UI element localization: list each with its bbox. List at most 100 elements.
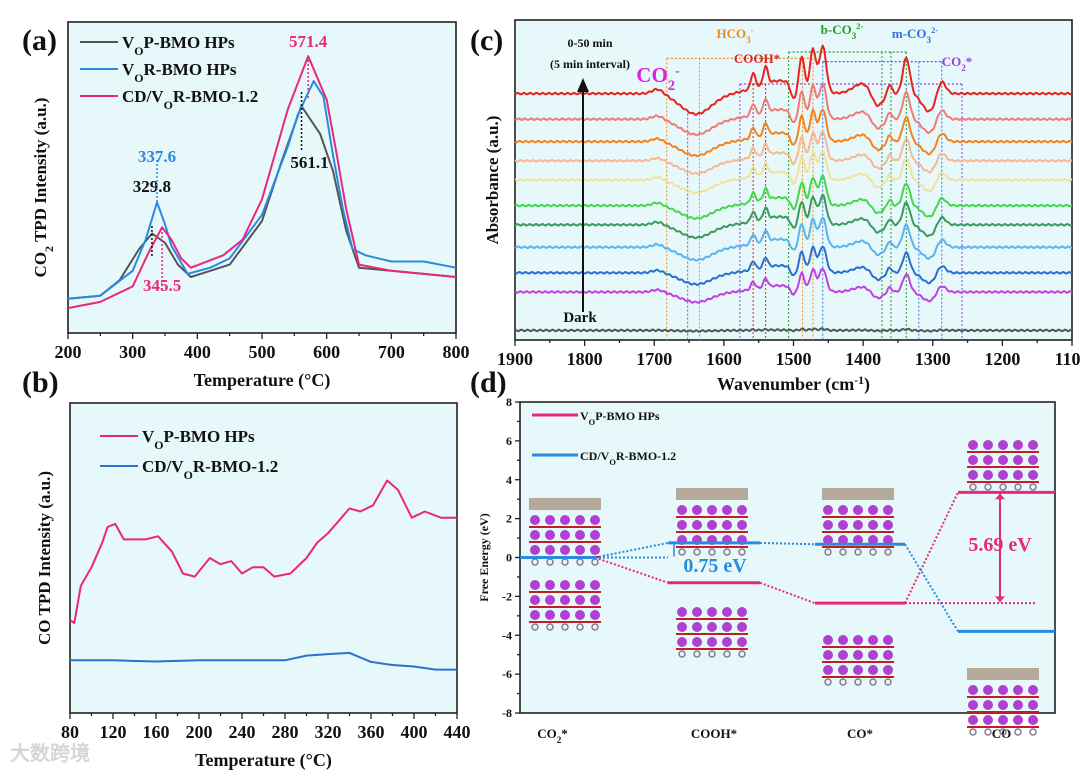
atom (1028, 455, 1038, 465)
atom (853, 665, 863, 675)
band-label: HCO3- (717, 25, 754, 45)
energy-connector (759, 541, 816, 546)
x-tick-label: 1800 (567, 349, 603, 369)
label-part: CD/V (580, 449, 610, 463)
atom (883, 535, 893, 545)
atom (969, 483, 977, 491)
label-part: COOH* (691, 726, 737, 741)
atom (738, 650, 746, 658)
label-part: CO (537, 726, 557, 741)
atom (530, 545, 540, 555)
atom (692, 622, 702, 632)
atom (677, 520, 687, 530)
atom (883, 650, 893, 660)
atom (998, 685, 1008, 695)
atom (1013, 715, 1023, 725)
x-tick-label: 200 (186, 722, 213, 742)
atom (983, 455, 993, 465)
label-part: CO* (847, 726, 873, 741)
label-part: CD/V (122, 87, 164, 106)
atom (575, 545, 585, 555)
label-part: V (580, 409, 589, 423)
y-tick-label: -6 (502, 667, 512, 681)
y-tick-label: -8 (502, 706, 512, 720)
label-part: P-BMO HPs (595, 409, 660, 423)
x-tick-label: 440 (444, 722, 471, 742)
energy-connector (594, 541, 669, 559)
label-part: CO (636, 63, 668, 87)
atom (868, 520, 878, 530)
atom (591, 623, 599, 631)
atom (998, 470, 1008, 480)
spectrum-trace-4 (514, 148, 1073, 195)
atom (999, 728, 1007, 736)
atom (884, 548, 892, 556)
time-range-label: 0-50 min (568, 36, 613, 50)
atom (853, 520, 863, 530)
atom (838, 535, 848, 545)
atom (692, 607, 702, 617)
watermark: 大数跨境 (10, 741, 90, 765)
atom (707, 607, 717, 617)
label-part: TPD Intensity (a.u.) (31, 98, 50, 246)
spectrum-trace-8 (514, 245, 1073, 287)
panel-a-label: (a) (22, 24, 57, 57)
label-part: 3 (746, 35, 751, 45)
atom (722, 505, 732, 515)
x-tick-label: 400 (401, 722, 428, 742)
label-part: Wavenumber (cm (717, 374, 854, 395)
label-part: O (154, 438, 163, 452)
atom (545, 515, 555, 525)
atom (737, 505, 747, 515)
arrow-head-icon (995, 493, 1005, 500)
atom (998, 715, 1008, 725)
atom (854, 548, 862, 556)
atom (560, 515, 570, 525)
label-part: 2- (856, 21, 863, 31)
atom (692, 505, 702, 515)
atom (968, 470, 978, 480)
atom (983, 440, 993, 450)
atom (854, 678, 862, 686)
atom (546, 623, 554, 631)
spectrum-trace-1 (514, 82, 1073, 137)
atom (737, 637, 747, 647)
atom (868, 535, 878, 545)
y-axis-label: Absorbance (a.u.) (483, 116, 502, 245)
atom (530, 530, 540, 540)
energy-connector (904, 491, 959, 604)
series-line-2 (67, 55, 457, 310)
spectrum-trace-0 (514, 44, 1073, 116)
series-line-1 (67, 80, 457, 300)
x-tick-label: 800 (443, 342, 470, 362)
x-tick-label: 1300 (915, 349, 951, 369)
y-tick-label: 6 (506, 434, 512, 448)
atom (853, 635, 863, 645)
legend-label: VOP-BMO HPs (122, 33, 235, 58)
label-part: * (561, 726, 568, 741)
atom (998, 455, 1008, 465)
arrow-head-icon (577, 78, 589, 92)
atom (708, 548, 716, 556)
atom (545, 530, 555, 540)
x-tick-label: 160 (143, 722, 170, 742)
band-label: CO2* (942, 54, 973, 73)
panel-d-plot-area (519, 401, 1056, 714)
x-tick-label: 320 (315, 722, 342, 742)
slab-structure-illustration (967, 668, 1039, 736)
y-tick-label: 4 (506, 473, 512, 487)
energy-barrier-label: 5.69 eV (968, 534, 1032, 556)
x-tick-label: 80 (61, 722, 79, 742)
atom (838, 665, 848, 675)
band-region (822, 60, 943, 340)
label-part: 2 (42, 246, 56, 252)
x-tick-label: 1100 (1054, 349, 1080, 369)
atom (707, 520, 717, 530)
band-region (666, 57, 814, 340)
atom (1028, 470, 1038, 480)
label-part: CO (992, 726, 1012, 741)
peak-label: 345.5 (143, 276, 181, 295)
atom (575, 530, 585, 540)
atom (692, 637, 702, 647)
atom (838, 650, 848, 660)
